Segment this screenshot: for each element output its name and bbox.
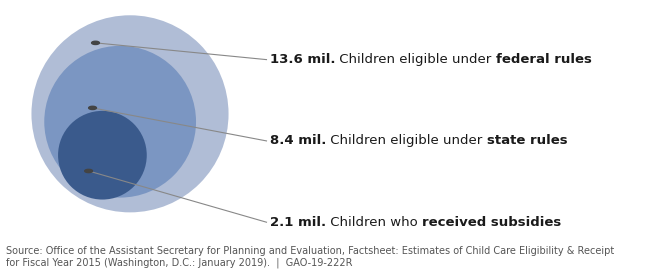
- Text: state rules: state rules: [487, 134, 567, 147]
- Text: received subsidies: received subsidies: [422, 216, 561, 229]
- Text: 8.4 mil.: 8.4 mil.: [270, 134, 326, 147]
- Ellipse shape: [31, 15, 229, 212]
- Text: Children who: Children who: [326, 216, 422, 229]
- Text: Children eligible under: Children eligible under: [326, 134, 487, 147]
- Text: 13.6 mil.: 13.6 mil.: [270, 53, 335, 66]
- Text: federal rules: federal rules: [496, 53, 592, 66]
- Text: 2.1 mil.: 2.1 mil.: [270, 216, 326, 229]
- Text: Children eligible under: Children eligible under: [335, 53, 496, 66]
- Ellipse shape: [44, 46, 196, 198]
- Ellipse shape: [58, 111, 147, 199]
- Text: Source: Office of the Assistant Secretary for Planning and Evaluation, Factsheet: Source: Office of the Assistant Secretar…: [6, 246, 615, 268]
